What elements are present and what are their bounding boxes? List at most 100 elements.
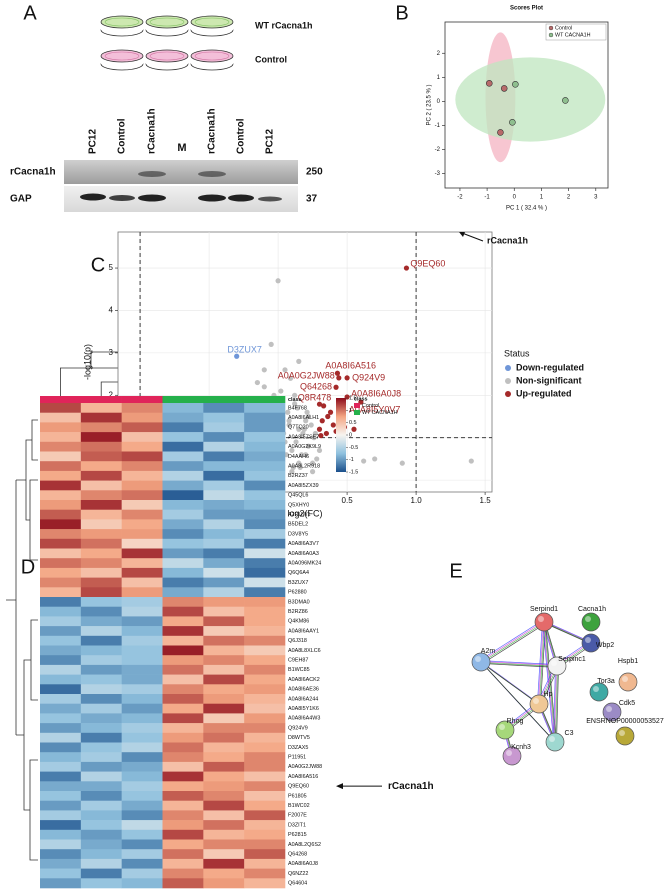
point-label: Q924V9 — [352, 372, 385, 382]
heatmap-cell — [162, 752, 204, 763]
heatmap-cell — [40, 761, 82, 772]
heatmap-cell — [162, 519, 204, 530]
heatmap-cell — [40, 451, 82, 462]
node-highlight — [593, 686, 599, 692]
heatmap-cell — [244, 500, 286, 510]
heatmap-cell — [162, 820, 204, 831]
row-label: C9EH87 — [288, 657, 308, 663]
heatmap-cell — [244, 800, 286, 811]
heatmap-cell — [244, 538, 286, 549]
heatmap-cell — [80, 558, 122, 569]
heatmap-cell — [80, 587, 122, 598]
network-node — [581, 633, 601, 653]
row-label: P62815 — [288, 832, 307, 838]
row-label: B1WC85 — [288, 667, 310, 673]
row-label: A0A8I6A3V7 — [288, 541, 319, 547]
node-label: Wbp2 — [596, 642, 614, 649]
heatmap-cell — [162, 441, 204, 452]
blot-size: 37 — [306, 194, 318, 205]
heatmap-cell — [121, 694, 163, 704]
row-label: Q7TQ20 — [288, 425, 309, 431]
heatmap-cell — [244, 441, 286, 452]
row-label: F2007E — [288, 813, 307, 819]
band — [198, 194, 226, 202]
band — [228, 194, 254, 202]
row-label: P62880 — [288, 590, 307, 596]
heatmap-cell — [40, 606, 82, 617]
arrow-head — [336, 783, 343, 790]
network-edge — [482, 623, 546, 664]
row-label: A0A096MK24 — [288, 560, 321, 566]
row-label: A0A8I5ZSE7 — [288, 434, 319, 440]
heatmap-cell — [162, 480, 204, 491]
heatmap-cell — [244, 810, 286, 821]
heatmap-cell — [80, 684, 122, 695]
heatmap-cell — [244, 820, 286, 831]
heatmap-cell — [40, 587, 82, 598]
heatmap-cell — [162, 616, 204, 627]
network-edge — [480, 621, 544, 662]
heatmap-cell — [203, 703, 245, 714]
data-point — [321, 403, 327, 409]
data-point — [292, 401, 298, 407]
row-label: P61805 — [288, 793, 307, 799]
heatmap-cell — [80, 538, 122, 549]
data-point — [309, 460, 316, 466]
data-point — [316, 447, 323, 454]
x-tick-label: -1 — [484, 195, 490, 201]
heatmap-cell — [244, 694, 286, 704]
heatmap-cell — [203, 674, 245, 685]
heatmap-cell — [203, 684, 245, 695]
network-edge — [556, 667, 559, 744]
heatmap-cell — [162, 558, 204, 569]
y-tick-label: 2 — [437, 51, 441, 57]
legend-swatch — [354, 403, 360, 408]
heatmap-cell — [244, 529, 286, 540]
data-point — [333, 384, 339, 390]
heatmap-cell — [121, 403, 163, 413]
data-point — [234, 353, 240, 359]
node-label: Kcnh3 — [511, 744, 531, 751]
class-bar — [162, 396, 204, 403]
heatmap-cell — [40, 480, 82, 491]
legend-swatch — [548, 32, 554, 38]
network-node — [581, 612, 601, 632]
row-label: D3ZIT1 — [288, 822, 306, 828]
row-label: A0A8L8XLC6 — [288, 648, 321, 654]
annotation: rCacna1h — [388, 781, 434, 792]
network-node — [471, 652, 491, 672]
panel-letter: B — [395, 2, 408, 24]
heatmap-cell — [40, 713, 82, 724]
heatmap-cell — [40, 800, 82, 811]
heatmap-cell — [244, 480, 286, 491]
heatmap-cell — [80, 403, 122, 413]
data-point — [314, 456, 320, 462]
heatmap-cell — [244, 606, 286, 617]
heatmap-cell — [80, 829, 122, 840]
heatmap-cell — [80, 858, 122, 869]
heatmap-cell — [244, 713, 286, 724]
network-edge — [482, 663, 541, 706]
data-point — [297, 464, 303, 470]
heatmap-cell — [203, 723, 245, 734]
heatmap-cell — [203, 548, 245, 559]
heatmap-cell — [121, 771, 163, 782]
row-label: A0A0G2K9L9 — [288, 444, 321, 450]
x-tick-label: -2 — [457, 195, 463, 201]
heatmap-cell — [203, 800, 245, 811]
heatmap-cell — [121, 509, 163, 520]
heatmap-cell — [203, 810, 245, 821]
node-label: Rhog — [507, 718, 524, 725]
data-point — [296, 426, 302, 432]
heatmap-cell — [244, 732, 286, 743]
point-label: A0A0G2JW88 — [278, 370, 335, 380]
heatmap-cell — [203, 655, 245, 666]
heatmap-cell — [162, 703, 204, 714]
heatmap-cell — [203, 732, 245, 743]
legend-title: class — [354, 396, 368, 402]
heatmap-cell — [162, 839, 204, 850]
heatmap-cell — [80, 470, 122, 481]
data-point — [316, 426, 323, 432]
data-point — [327, 409, 334, 415]
data-point — [344, 375, 350, 381]
